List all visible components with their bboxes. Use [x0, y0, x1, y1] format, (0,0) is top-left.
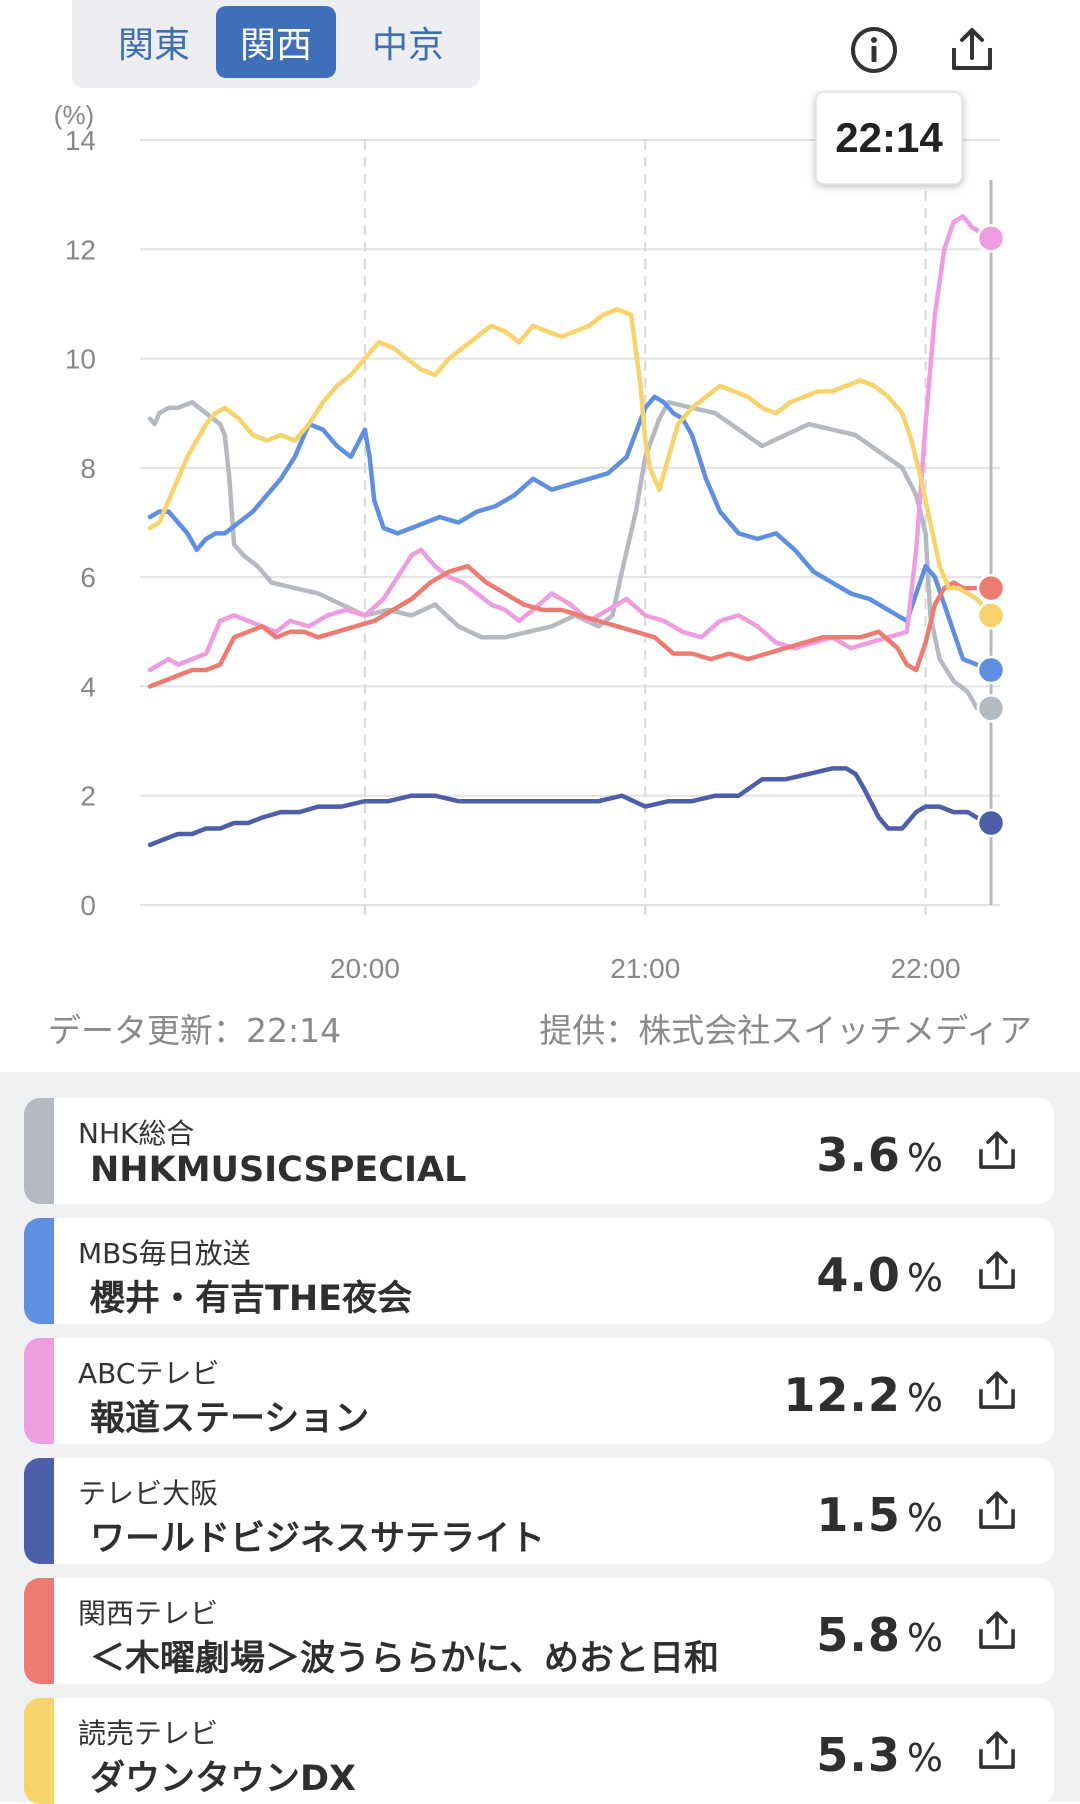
- y-axis-unit: (%): [54, 100, 94, 130]
- y-tick-label: 10: [65, 344, 96, 375]
- tab-kansai[interactable]: 関西: [216, 6, 336, 78]
- rating-value: 3.6%: [816, 1128, 944, 1182]
- rating-unit: %: [906, 1736, 944, 1780]
- station-name: テレビ大阪: [78, 1477, 219, 1510]
- program-card[interactable]: 読売テレビダウンタウンDX 5.3%: [24, 1698, 1054, 1804]
- rating-number: 3.6: [816, 1128, 901, 1182]
- station-name: NHK総合: [78, 1117, 195, 1150]
- tooltip-time: 22:14: [835, 114, 943, 161]
- program-title: ワールドビジネスサテライト: [90, 1519, 546, 1559]
- station-color-bar: [24, 1458, 54, 1564]
- x-tick-label: 22:00: [891, 953, 961, 984]
- series-end-marker: [976, 808, 1006, 838]
- y-tick-label: 14: [65, 125, 96, 156]
- series-line: [147, 563, 994, 689]
- data-footer: データ更新：22:14 提供：株式会社スイッチメディア: [0, 1000, 1080, 1056]
- y-tick-label: 12: [65, 234, 96, 265]
- rating-number: 1.5: [816, 1488, 901, 1542]
- series-line: [147, 307, 994, 618]
- program-title: ＜木曜劇場＞波うららかに、めおと日和: [90, 1639, 719, 1679]
- data-source: 提供：株式会社スイッチメディア: [539, 1011, 1032, 1050]
- share-icon[interactable]: [972, 1246, 1022, 1296]
- station-name: MBS毎日放送: [78, 1237, 251, 1270]
- series-end-marker: [976, 224, 1006, 253]
- tab-chukyo[interactable]: 中京: [371, 25, 444, 66]
- y-tick-label: 2: [80, 781, 96, 812]
- rating-value: 12.2%: [783, 1368, 944, 1422]
- rating-unit: %: [906, 1376, 944, 1420]
- station-color-bar: [24, 1698, 54, 1804]
- rating-number: 12.2: [783, 1368, 901, 1422]
- program-card[interactable]: 関西テレビ ＜木曜劇場＞波うららかに、めおと日和 5.8%: [24, 1578, 1054, 1684]
- x-tick-label: 21:00: [610, 953, 680, 984]
- update-time: データ更新：22:14: [48, 1011, 342, 1050]
- program-card[interactable]: テレビ大阪ワールドビジネスサテライト 1.5%: [24, 1458, 1054, 1564]
- share-icon[interactable]: [972, 1366, 1022, 1416]
- program-title: 報道ステーション: [90, 1399, 370, 1439]
- info-icon[interactable]: [846, 22, 902, 78]
- time-tooltip: [815, 91, 963, 185]
- rating-unit: %: [906, 1256, 944, 1300]
- station-name: 読売テレビ: [78, 1717, 219, 1750]
- station-name: ABCテレビ: [78, 1357, 220, 1390]
- station-color-bar: [24, 1338, 54, 1444]
- share-icon[interactable]: [972, 1486, 1022, 1536]
- y-tick-label: 0: [80, 890, 96, 921]
- station-name: 関西テレビ: [78, 1597, 219, 1630]
- series-end-marker: [976, 655, 1006, 685]
- y-tick-label: 8: [80, 453, 96, 484]
- rating-value: 5.3%: [816, 1728, 944, 1782]
- station-color-bar: [24, 1218, 54, 1324]
- share-icon[interactable]: [972, 1126, 1022, 1176]
- x-tick-label: 20:00: [330, 953, 400, 984]
- rating-number: 4.0: [816, 1248, 901, 1302]
- rating-value: 4.0%: [816, 1248, 944, 1302]
- program-title: 櫻井・有吉THE夜会: [90, 1279, 413, 1319]
- series-end-marker: [976, 601, 1006, 630]
- series-end-marker: [976, 694, 1006, 723]
- rating-unit: %: [906, 1136, 944, 1180]
- series-line: [147, 394, 994, 673]
- ratings-line-chart: (%) 0 2 4 6 8 10 12 14 20:00 21:00 22:00 22:14: [54, 91, 1006, 984]
- share-icon[interactable]: [972, 1606, 1022, 1656]
- rating-unit: %: [906, 1496, 944, 1540]
- program-card[interactable]: NHK総合 NHKMUSICSPECIAL 3.6%: [24, 1098, 1054, 1204]
- series-end-marker: [976, 573, 1006, 603]
- y-tick-label: 6: [80, 562, 96, 593]
- series-line: [147, 400, 994, 711]
- region-tab-bar: 関東 関西 中京: [72, 0, 480, 88]
- share-icon[interactable]: [972, 1726, 1022, 1776]
- rating-value: 1.5%: [816, 1488, 944, 1542]
- y-tick-label: 4: [80, 671, 96, 702]
- rating-value: 5.8%: [816, 1608, 944, 1662]
- program-card[interactable]: ABCテレビ報道ステーション 12.2%: [24, 1338, 1054, 1444]
- station-color-bar: [24, 1098, 54, 1204]
- program-card[interactable]: MBS毎日放送櫻井・有吉THE夜会 4.0%: [24, 1218, 1054, 1324]
- program-title: NHKMUSICSPECIAL: [90, 1150, 467, 1190]
- rating-number: 5.8: [816, 1608, 901, 1662]
- rating-number: 5.3: [816, 1728, 901, 1782]
- share-icon[interactable]: [944, 22, 1000, 78]
- series-line: [147, 766, 994, 848]
- program-title: ダウンタウンDX: [90, 1759, 357, 1799]
- rating-unit: %: [906, 1616, 944, 1660]
- tab-kanto[interactable]: 関東: [117, 25, 190, 66]
- program-list: NHK総合 NHKMUSICSPECIAL 3.6% MBS毎日放送 櫻井・有吉THE夜…: [0, 1072, 1080, 1804]
- station-color-bar: [24, 1578, 54, 1684]
